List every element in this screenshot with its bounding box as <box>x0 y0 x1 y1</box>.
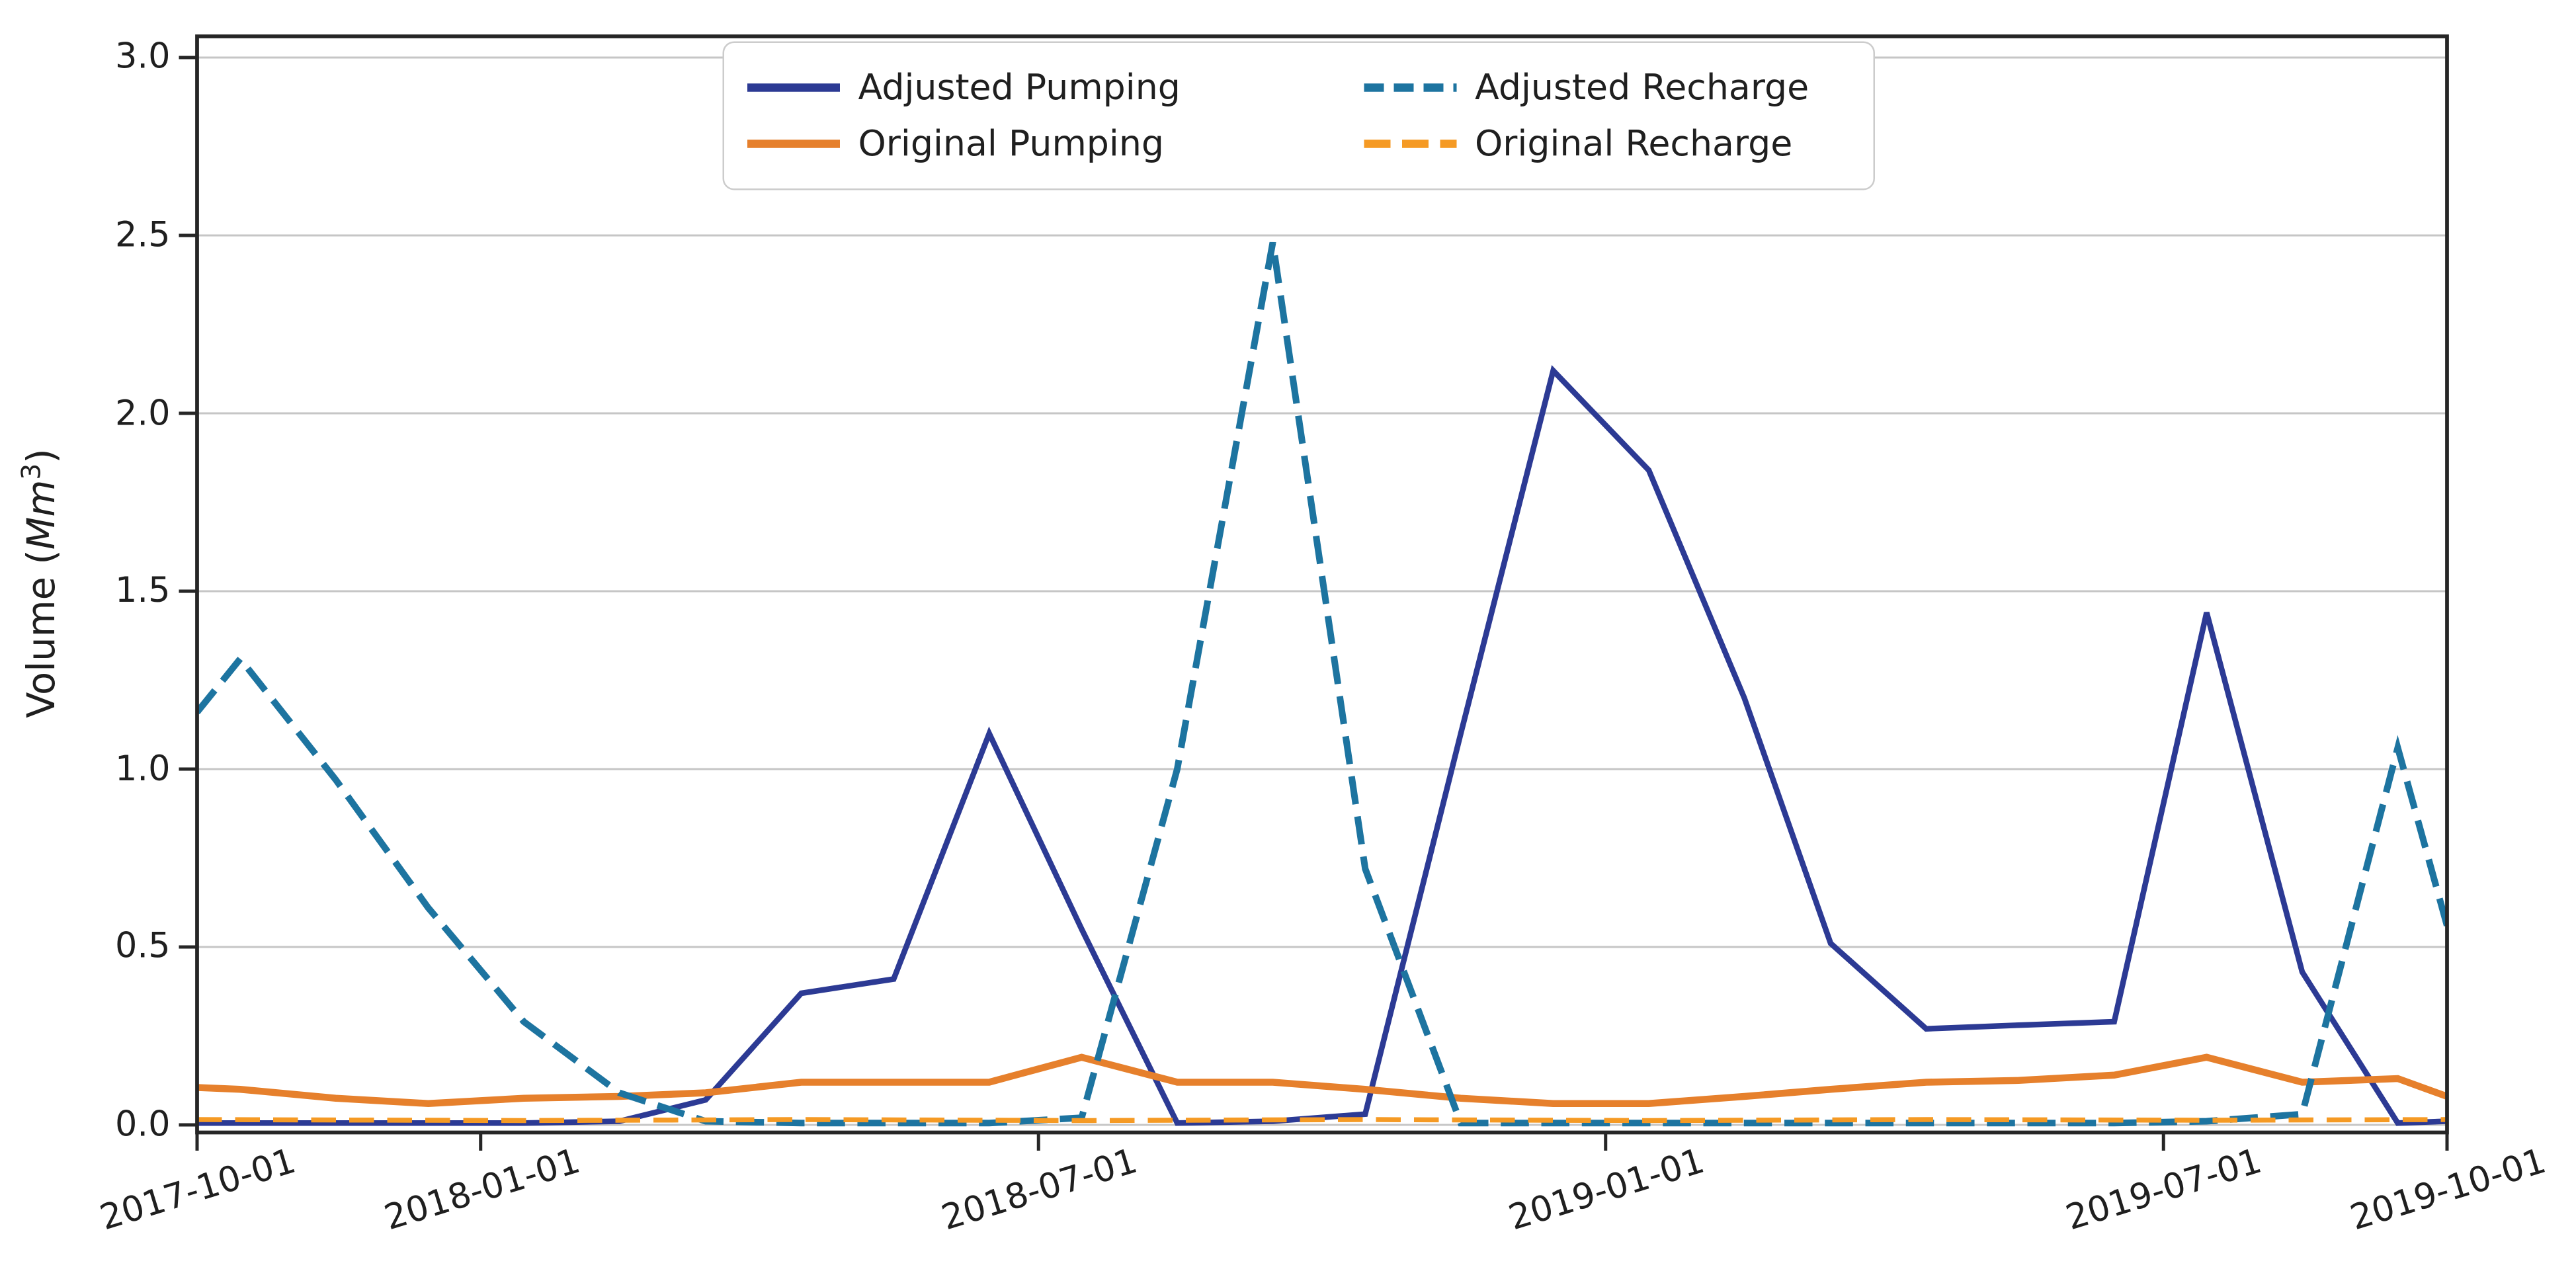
legend-label: Adjusted Recharge <box>1475 67 1809 108</box>
legend-label: Adjusted Pumping <box>858 67 1181 108</box>
y-tick-label: 2.5 <box>114 214 171 255</box>
y-axis-title-sup: 3 <box>15 463 47 480</box>
legend-item-adjusted-pumping: Adjusted Pumping <box>746 67 1363 108</box>
y-tick-label: 1.5 <box>114 570 171 610</box>
legend-item-adjusted-recharge: Adjusted Recharge <box>1362 67 1852 108</box>
y-tick-label: 0.0 <box>114 1104 171 1144</box>
legend-sample-line <box>1364 140 1457 148</box>
legend-item-original-pumping: Original Pumping <box>746 123 1363 165</box>
y-tick-label: 3.0 <box>114 36 171 77</box>
y-axis-title-math: Mm <box>21 479 65 550</box>
series-line-adjusted-recharge <box>196 241 2448 1127</box>
y-tick-label: 2.0 <box>114 392 171 432</box>
series-line-original-pumping <box>196 1053 2448 1108</box>
legend-sample-line <box>1364 83 1457 92</box>
y-axis-title-suffix: ) <box>21 448 65 464</box>
legend-label: Original Recharge <box>1475 123 1793 165</box>
legend-label: Original Pumping <box>858 123 1165 165</box>
plot-border <box>195 34 2449 1135</box>
legend: Adjusted Pumping Adjusted Recharge Origi… <box>722 41 1875 190</box>
legend-sample-line <box>747 140 840 148</box>
series-line-original-recharge <box>196 1117 2448 1124</box>
legend-item-original-recharge: Original Recharge <box>1362 123 1852 165</box>
series-line-adjusted-pumping <box>196 365 2448 1126</box>
y-tick-label: 1.0 <box>114 748 171 788</box>
y-tick-label: 0.5 <box>114 926 171 966</box>
legend-sample-line <box>747 83 840 92</box>
